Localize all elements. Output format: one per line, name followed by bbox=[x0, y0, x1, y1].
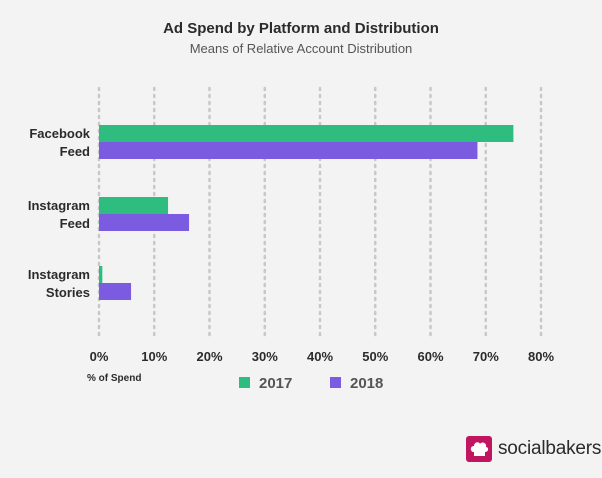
category-label: Feed bbox=[60, 216, 90, 231]
chart-subtitle: Means of Relative Account Distribution bbox=[190, 41, 413, 56]
category-label: Instagram bbox=[28, 198, 90, 213]
x-axis-label: % of Spend bbox=[87, 373, 141, 384]
x-tick-label: 50% bbox=[362, 349, 388, 364]
brand-logo: socialbakers bbox=[466, 436, 601, 462]
category-label: Feed bbox=[60, 144, 90, 159]
bar-2018-2 bbox=[99, 283, 132, 300]
bar-2018-0 bbox=[99, 142, 478, 159]
legend-swatch-2018 bbox=[330, 377, 341, 388]
x-tick-label: 10% bbox=[141, 349, 167, 364]
bar-2017-1 bbox=[99, 197, 169, 214]
x-tick-label: 40% bbox=[307, 349, 333, 364]
chef-hat-icon bbox=[466, 436, 492, 462]
bar-2018-1 bbox=[99, 214, 190, 231]
brand-name: socialbakers bbox=[498, 438, 602, 459]
legend-label-2018: 2018 bbox=[350, 375, 383, 392]
chart-title: Ad Spend by Platform and Distribution bbox=[163, 20, 439, 37]
category-label: Instagram bbox=[28, 267, 90, 282]
bar-2017-0 bbox=[99, 125, 514, 142]
bar-2017-2 bbox=[99, 266, 103, 283]
x-tick-label: 60% bbox=[417, 349, 443, 364]
legend-label-2017: 2017 bbox=[259, 375, 292, 392]
x-tick-label: 20% bbox=[196, 349, 222, 364]
x-tick-label: 30% bbox=[252, 349, 278, 364]
category-label: Facebook bbox=[29, 126, 90, 141]
x-tick-label: 0% bbox=[90, 349, 109, 364]
x-tick-label: 70% bbox=[473, 349, 499, 364]
legend-swatch-2017 bbox=[239, 377, 250, 388]
x-tick-label: 80% bbox=[528, 349, 554, 364]
category-label: Stories bbox=[46, 285, 90, 300]
